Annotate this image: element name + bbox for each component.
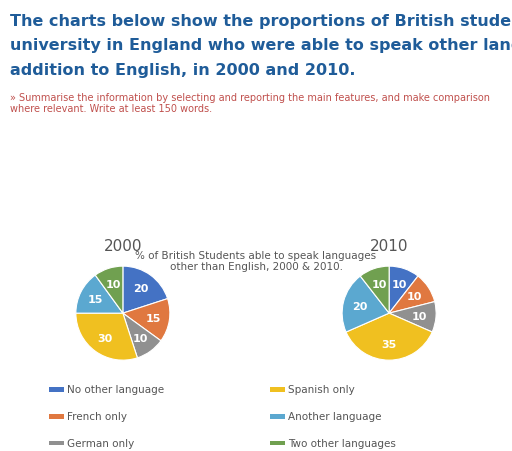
Wedge shape [123, 267, 167, 313]
Text: addition to English, in 2000 and 2010.: addition to English, in 2000 and 2010. [10, 63, 356, 78]
Text: 10: 10 [391, 280, 407, 290]
Text: 20: 20 [352, 301, 367, 311]
Bar [270, 441, 285, 446]
Wedge shape [389, 302, 436, 332]
Bar [49, 441, 64, 446]
Text: 10: 10 [407, 292, 422, 302]
Wedge shape [389, 276, 435, 313]
Text: 10: 10 [412, 311, 427, 321]
Text: Spanish only: Spanish only [288, 384, 354, 395]
Wedge shape [95, 267, 123, 313]
Bar [270, 414, 285, 419]
Text: French only: French only [67, 411, 126, 421]
Text: 35: 35 [381, 339, 397, 349]
Bar [49, 414, 64, 419]
Text: 15: 15 [145, 313, 161, 323]
Text: Another language: Another language [288, 411, 381, 421]
Text: German only: German only [67, 438, 134, 448]
Bar [270, 387, 285, 392]
Text: university in England who were able to speak other languages in: university in England who were able to s… [10, 38, 512, 53]
Text: 20: 20 [133, 284, 148, 294]
Wedge shape [389, 267, 418, 313]
Title: 2000: 2000 [103, 239, 142, 253]
Text: 10: 10 [106, 280, 121, 290]
Text: 10: 10 [372, 280, 387, 290]
Text: % of British Students able to speak languages
other than English, 2000 & 2010.: % of British Students able to speak lang… [136, 250, 376, 272]
Text: 30: 30 [97, 333, 113, 343]
Text: The charts below show the proportions of British students at one: The charts below show the proportions of… [10, 14, 512, 28]
Title: 2010: 2010 [370, 239, 409, 253]
Wedge shape [76, 313, 137, 360]
Wedge shape [123, 313, 161, 358]
Wedge shape [76, 276, 123, 313]
Wedge shape [123, 299, 170, 341]
Text: 15: 15 [88, 295, 103, 304]
Bar [49, 387, 64, 392]
Text: » Summarise the information by selecting and reporting the main features, and ma: » Summarise the information by selecting… [10, 92, 490, 114]
Wedge shape [360, 267, 389, 313]
Wedge shape [346, 313, 432, 360]
Text: No other language: No other language [67, 384, 164, 395]
Wedge shape [342, 276, 389, 332]
Text: Two other languages: Two other languages [288, 438, 396, 448]
Text: 10: 10 [133, 333, 148, 343]
